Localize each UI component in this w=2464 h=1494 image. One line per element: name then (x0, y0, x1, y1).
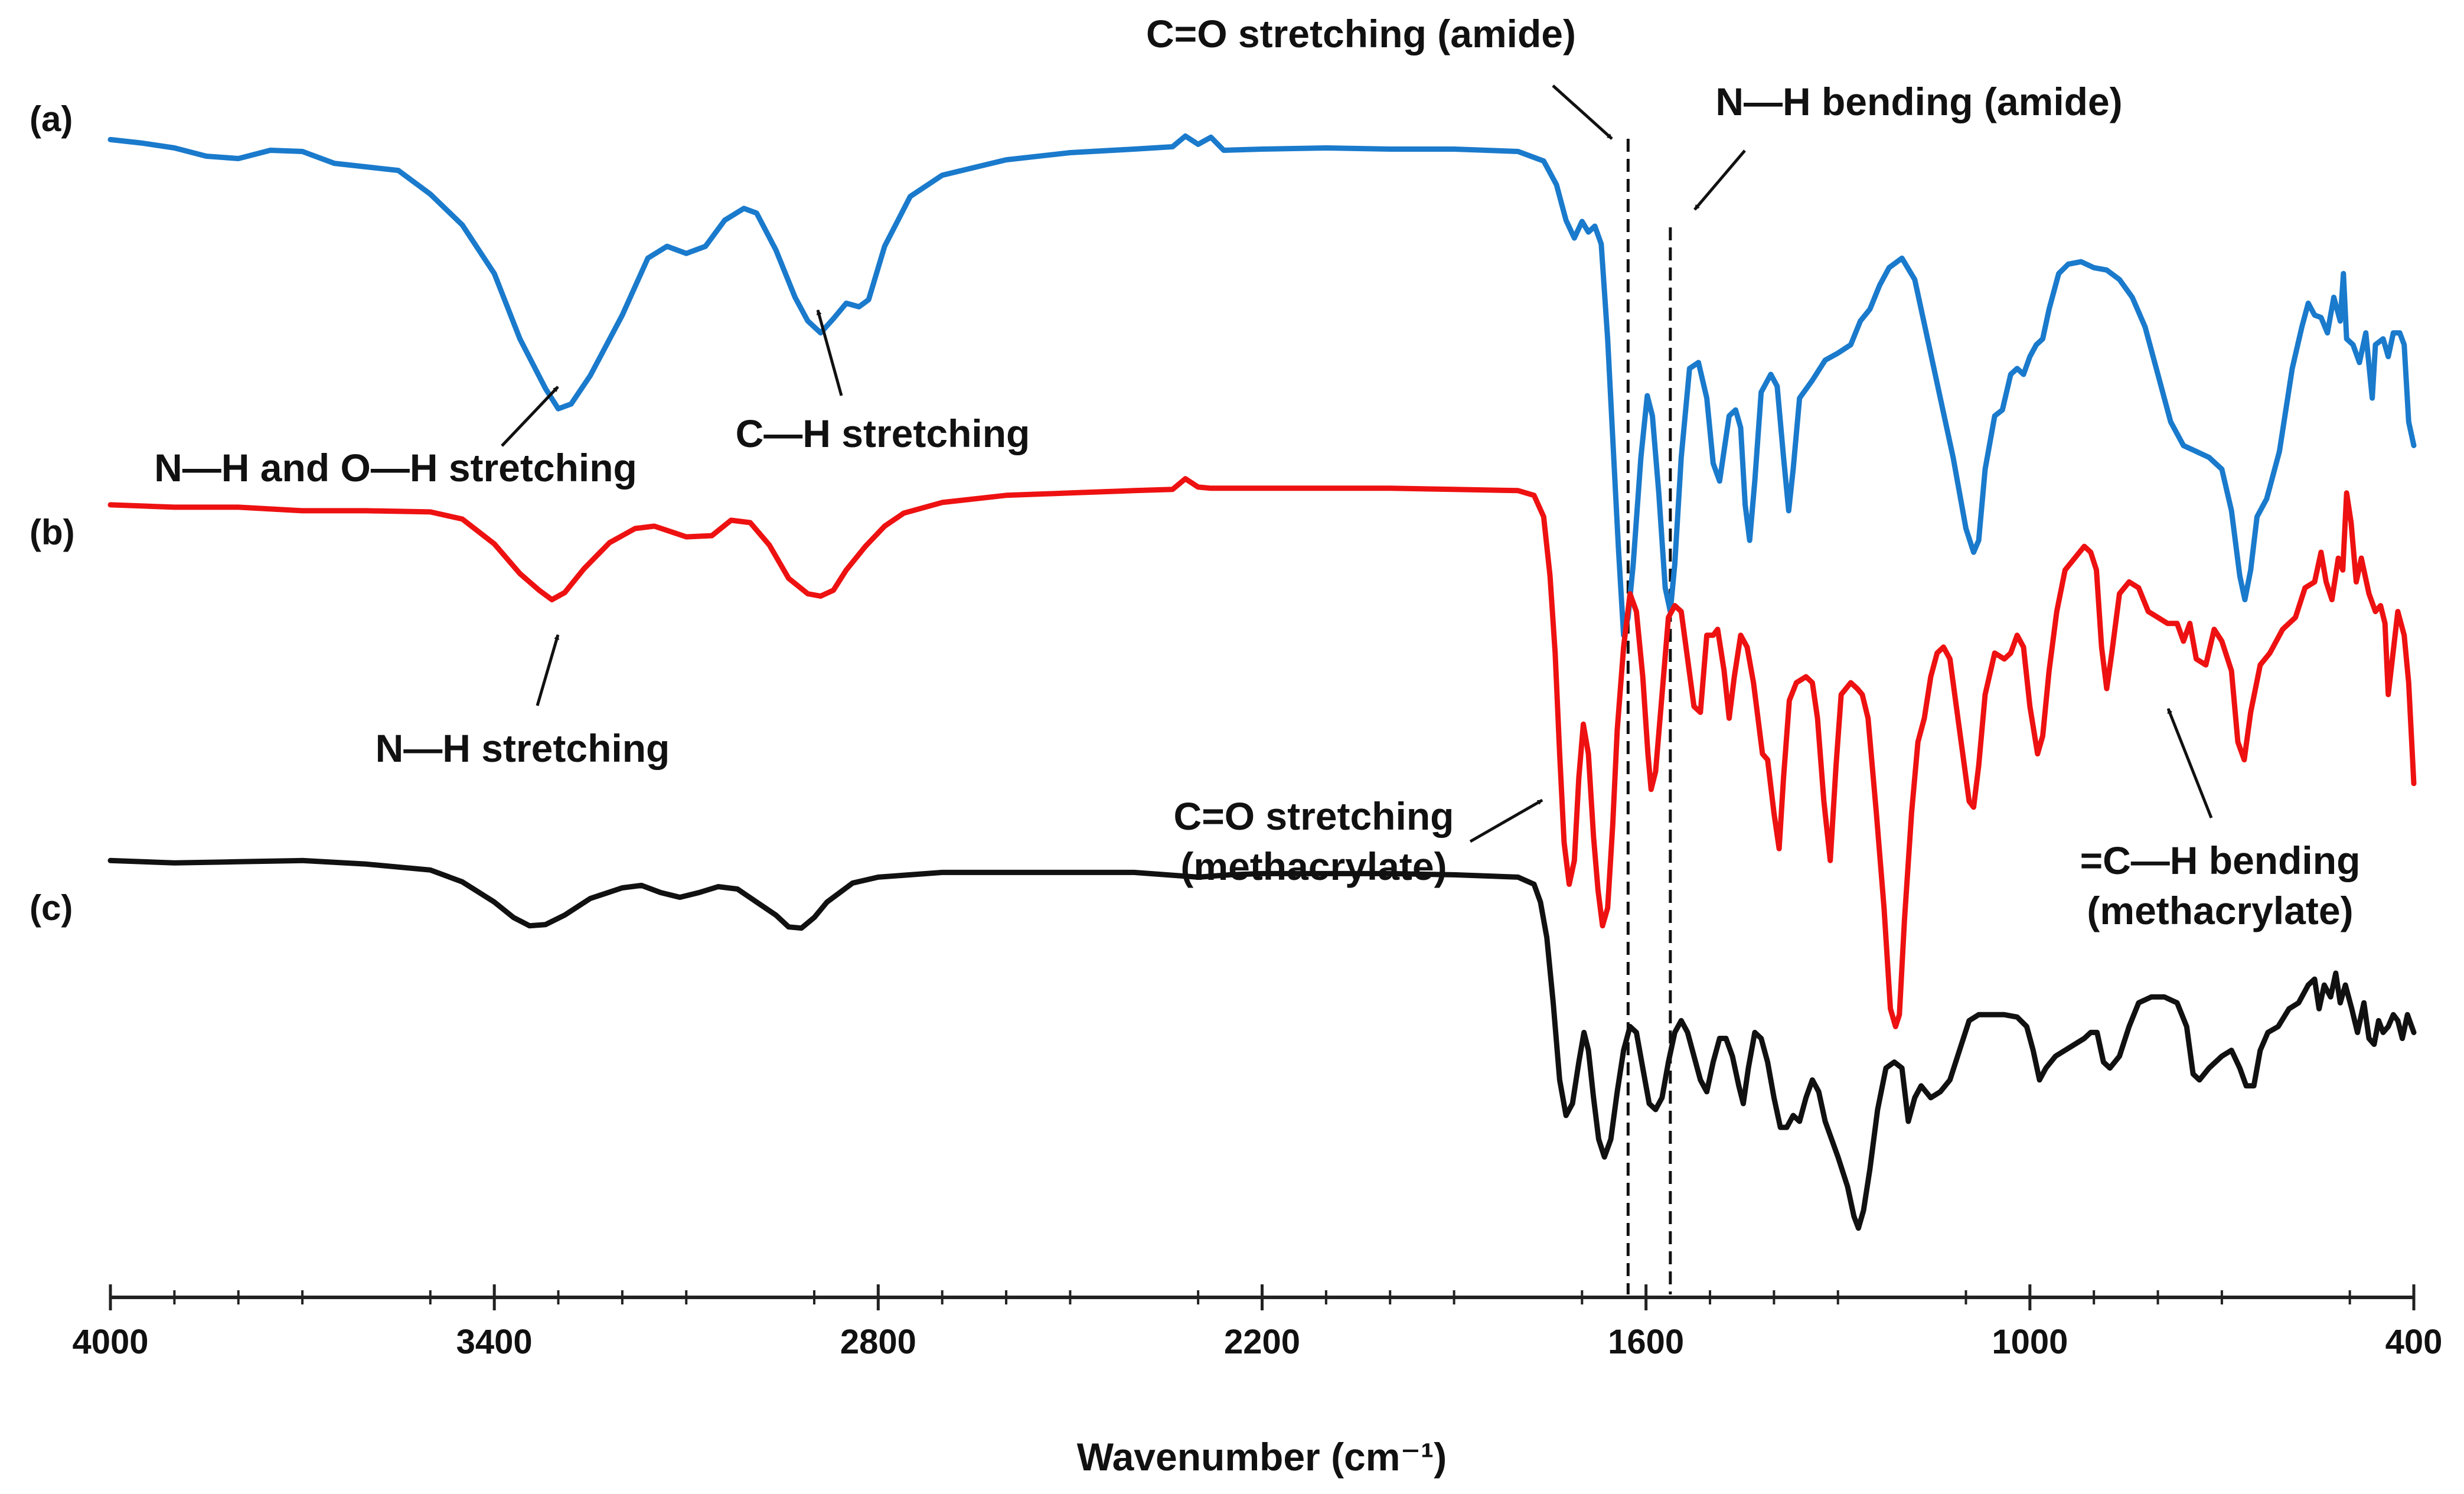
annotation-co-stretching-methacrylate-line1: C=O stretching (1174, 794, 1454, 838)
annotation-nh-oh-stretching: N—H and O—H stretching (154, 446, 637, 490)
annotation-co-stretching-amide: C=O stretching (amide) (1146, 12, 1576, 56)
series-label-b: (b) (30, 513, 75, 552)
arrow-co-stretching-methacrylate (1469, 798, 1543, 843)
arrow-co-stretching-amide (1552, 84, 1613, 140)
x-tick-label: 1000 (1992, 1323, 2068, 1361)
series-label-c: (c) (30, 888, 73, 928)
annotation-ch-bending-methacrylate-line1: =C—H bending (2080, 839, 2361, 882)
x-tick-label: 4000 (72, 1323, 148, 1361)
x-tick-label: 3400 (456, 1323, 533, 1361)
spectrum-line-b (107, 476, 2417, 1029)
spectrum-line-c (107, 857, 2417, 1231)
reference-lines (1626, 139, 1672, 1294)
annotation-nh-bending-amide: N—H bending (amide) (1715, 80, 2122, 123)
annotation-ch-bending-methacrylate-line2: (methacrylate) (2087, 889, 2353, 932)
x-axis-title: Wavenumber (cm⁻¹) (1077, 1435, 1447, 1479)
spectra-series (107, 133, 2417, 1231)
annotation-nh-stretching: N—H stretching (376, 726, 670, 770)
arrow-nh-oh-stretching (501, 386, 559, 447)
annotation-co-stretching-methacrylate-line2: (methacrylate) (1180, 844, 1447, 888)
x-tick-label: 400 (2385, 1323, 2443, 1361)
x-axis-ticks: 4000 3400 2800 2200 1600 1000 400 (72, 1284, 2442, 1361)
x-tick-label: 2800 (840, 1323, 916, 1361)
arrow-ch-bending-methacrylate (2166, 708, 2213, 818)
series-label-a: (a) (30, 99, 73, 139)
arrow-nh-bending-amide (1693, 149, 1746, 211)
x-tick-label: 1600 (1608, 1323, 1684, 1361)
arrow-nh-stretching (536, 634, 560, 706)
x-tick-label: 2200 (1224, 1323, 1300, 1361)
spectrum-line-a (107, 133, 2417, 638)
arrow-ch-stretching (816, 309, 843, 396)
annotation-ch-stretching: C—H stretching (736, 412, 1030, 455)
